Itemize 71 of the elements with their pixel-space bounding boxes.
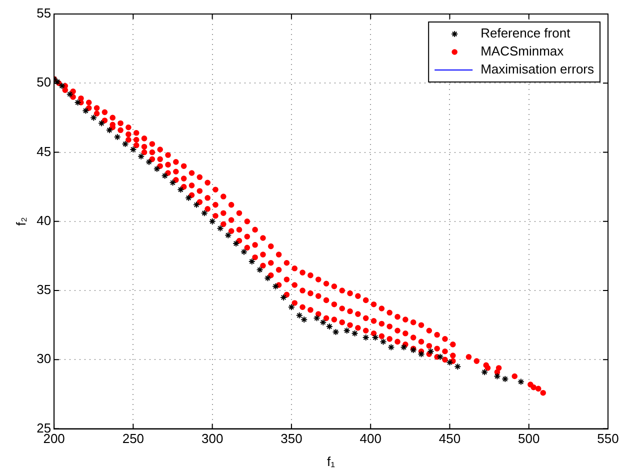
point [400,344,408,351]
x-tick-label: 500 [518,431,540,446]
point [232,240,240,248]
point [248,258,256,265]
point [300,316,308,324]
y-tick-label: 25 [36,420,52,436]
point [106,126,113,134]
point [427,348,434,355]
point [177,186,184,194]
point [380,338,387,346]
point [454,363,462,370]
point [58,82,66,90]
y-tick-label: 45 [36,144,52,159]
point [288,304,295,311]
point [200,210,208,217]
legend-label: MACSminmax [480,44,564,59]
point [264,274,272,282]
point [517,378,524,386]
point [66,90,74,98]
y-tick-label: 55 [36,6,52,21]
point [256,266,264,274]
point [122,140,129,148]
x-tick-label: 400 [360,431,382,446]
point [74,98,82,106]
point [280,294,288,301]
point [362,334,370,342]
point [351,330,358,337]
point [240,248,248,256]
x-tick-label: 350 [280,431,302,446]
x-tick-label: 250 [122,431,144,446]
point [216,224,224,232]
y-tick-label: 40 [36,212,52,228]
point [343,327,350,334]
point [153,165,160,172]
point [313,314,320,322]
point [90,114,98,122]
y-tick-label: 30 [36,351,52,366]
x-axis-title: f₁ [327,454,336,469]
legend-label: Maximisation errors [480,62,594,77]
legend-label: Reference front [480,26,571,41]
point [185,194,192,202]
point [161,172,168,180]
point [446,358,454,366]
point [436,353,444,360]
point [320,318,327,326]
point [98,120,106,127]
y-tick-label: 50 [36,74,52,90]
point [272,282,280,290]
point [169,179,176,186]
y-tick-label: 35 [36,282,52,298]
point [114,134,121,141]
point [502,376,509,383]
x-tick-label: 550 [597,431,619,446]
point [138,152,145,160]
point [224,232,232,239]
point [326,322,333,330]
point [494,372,501,380]
y-axis-title: f₂ [13,217,28,226]
point [332,328,340,336]
point [481,368,488,376]
point [130,146,137,153]
x-tick-label: 450 [438,431,461,446]
point [296,312,303,319]
point [193,201,200,208]
point [146,158,153,166]
x-tick-label: 300 [201,431,224,446]
point [208,218,216,225]
point [82,107,90,114]
point [372,334,379,342]
point [418,350,425,358]
point [388,344,395,351]
